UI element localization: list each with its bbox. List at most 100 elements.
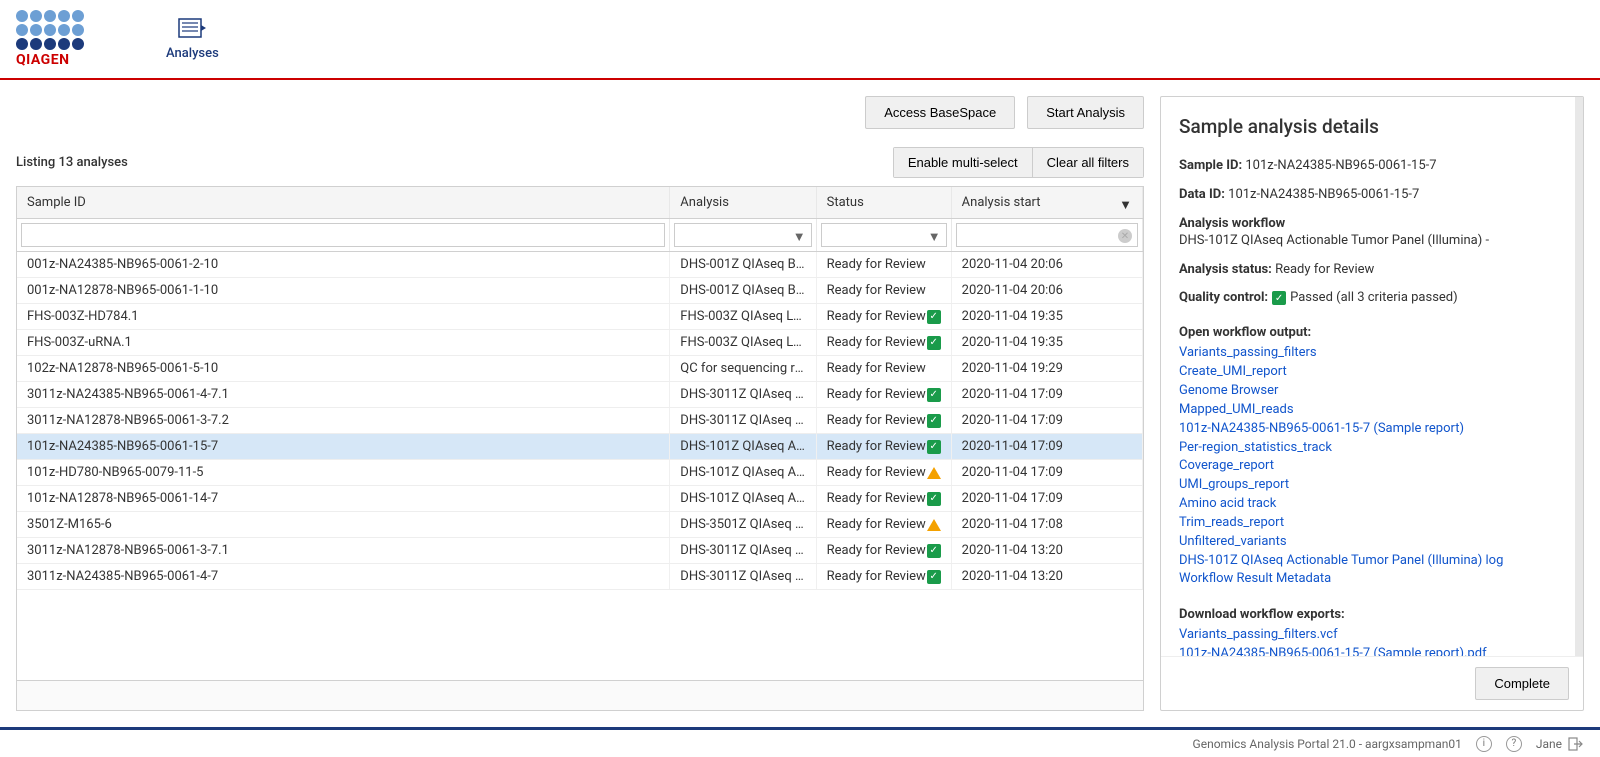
sample-id-value: 101z-NA24385-NB965-0061-15-7 bbox=[1245, 158, 1436, 173]
output-link[interactable]: Workflow Result Metadata bbox=[1179, 570, 1557, 589]
output-link[interactable]: UMI_groups_report bbox=[1179, 476, 1557, 495]
cell-status: Ready for Review✓ bbox=[816, 382, 951, 408]
output-link[interactable]: DHS-101Z QIAseq Actionable Tumor Panel (… bbox=[1179, 552, 1557, 571]
qc-pass-icon: ✓ bbox=[1272, 291, 1286, 305]
output-link[interactable]: Create_UMI_report bbox=[1179, 363, 1557, 382]
table-row[interactable]: 001z-NA12878-NB965-0061-1-10DHS-001Z QIA… bbox=[17, 278, 1143, 304]
col-sample-id[interactable]: Sample ID bbox=[17, 187, 670, 219]
cell-status: Ready for Review✓ bbox=[816, 304, 951, 330]
filter-status[interactable] bbox=[821, 223, 947, 247]
enable-multi-select-button[interactable]: Enable multi-select bbox=[894, 148, 1033, 177]
complete-button[interactable]: Complete bbox=[1475, 667, 1569, 700]
output-link[interactable]: Coverage_report bbox=[1179, 457, 1557, 476]
export-link[interactable]: Variants_passing_filters.vcf bbox=[1179, 626, 1557, 645]
cell-start: 2020-11-04 17:09 bbox=[951, 408, 1142, 434]
output-link[interactable]: Unfiltered_variants bbox=[1179, 533, 1557, 552]
cell-sample-id: 001z-NA24385-NB965-0061-2-10 bbox=[17, 252, 670, 278]
filter-start[interactable] bbox=[956, 223, 1138, 247]
table-row[interactable]: 3501Z-M165-6DHS-3501Z QIAseq Com…Ready f… bbox=[17, 512, 1143, 538]
cell-start: 2020-11-04 19:29 bbox=[951, 356, 1142, 382]
output-link[interactable]: Amino acid track bbox=[1179, 495, 1557, 514]
clear-filter-icon[interactable]: ✕ bbox=[1118, 229, 1132, 243]
table-row[interactable]: FHS-003Z-uRNA.1FHS-003Z QIAseq Lung …Rea… bbox=[17, 330, 1143, 356]
main: Access BaseSpace Start Analysis Listing … bbox=[0, 80, 1600, 727]
output-link[interactable]: Variants_passing_filters bbox=[1179, 344, 1557, 363]
user-name: Jane bbox=[1536, 737, 1562, 751]
cell-start: 2020-11-04 19:35 bbox=[951, 304, 1142, 330]
col-analysis-start[interactable]: Analysis start ▼ bbox=[951, 187, 1142, 219]
cell-status: Ready for Review bbox=[816, 252, 951, 278]
filter-sample-id[interactable] bbox=[21, 223, 665, 247]
cell-status: Ready for Review bbox=[816, 356, 951, 382]
analyses-table: Sample ID Analysis Status Analysis start… bbox=[16, 186, 1144, 711]
cell-analysis: DHS-001Z QIAseq Breas… bbox=[670, 278, 816, 304]
cell-status: Ready for Review bbox=[816, 278, 951, 304]
cell-analysis: DHS-001Z QIAseq Breas… bbox=[670, 252, 816, 278]
cell-analysis: DHS-3011Z QIAseq Inher… bbox=[670, 408, 816, 434]
exports-label: Download workflow exports: bbox=[1179, 607, 1557, 622]
filter-analysis[interactable] bbox=[674, 223, 811, 247]
cell-analysis: DHS-101Z QIAseq Actio… bbox=[670, 460, 816, 486]
qc-pass-icon: ✓ bbox=[927, 414, 941, 428]
table-footer bbox=[17, 680, 1143, 710]
qc-pass-icon: ✓ bbox=[927, 310, 941, 324]
output-link[interactable]: Genome Browser bbox=[1179, 382, 1557, 401]
cell-sample-id: 102z-NA12878-NB965-0061-5-10 bbox=[17, 356, 670, 382]
cell-status: Ready for Review✓ bbox=[816, 486, 951, 512]
export-link[interactable]: 101z-NA24385-NB965-0061-15-7 (Sample rep… bbox=[1179, 645, 1557, 656]
access-basespace-button[interactable]: Access BaseSpace bbox=[865, 96, 1015, 129]
footer-version: Genomics Analysis Portal 21.0 - aargxsam… bbox=[1193, 737, 1462, 751]
qc-pass-icon: ✓ bbox=[927, 336, 941, 350]
cell-sample-id: 3011z-NA24385-NB965-0061-4-7 bbox=[17, 564, 670, 590]
cell-analysis: QC for sequencing reads bbox=[670, 356, 816, 382]
cell-sample-id: 101z-HD780-NB965-0079-11-5 bbox=[17, 460, 670, 486]
cell-start: 2020-11-04 13:20 bbox=[951, 538, 1142, 564]
cell-analysis: DHS-3011Z QIAseq Inher… bbox=[670, 382, 816, 408]
table-row[interactable]: 3011z-NA12878-NB965-0061-3-7.2DHS-3011Z … bbox=[17, 408, 1143, 434]
workflow-label: Analysis workflow bbox=[1179, 216, 1557, 233]
cell-analysis: FHS-003Z QIAseq Lung … bbox=[670, 330, 816, 356]
cell-status: Ready for Review bbox=[816, 460, 951, 486]
cell-sample-id: 101z-NA12878-NB965-0061-14-7 bbox=[17, 486, 670, 512]
cell-status: Ready for Review✓ bbox=[816, 434, 951, 460]
cell-start: 2020-11-04 17:09 bbox=[951, 460, 1142, 486]
output-link[interactable]: Trim_reads_report bbox=[1179, 514, 1557, 533]
output-link[interactable]: Per-region_statistics_track bbox=[1179, 439, 1557, 458]
qc-warn-icon bbox=[927, 519, 941, 531]
workflow-value: DHS-101Z QIAseq Actionable Tumor Panel (… bbox=[1179, 233, 1557, 250]
output-link[interactable]: Mapped_UMI_reads bbox=[1179, 401, 1557, 420]
table-row[interactable]: FHS-003Z-HD784.1FHS-003Z QIAseq Lung …Re… bbox=[17, 304, 1143, 330]
info-icon[interactable]: i bbox=[1476, 736, 1492, 752]
user-menu[interactable]: Jane bbox=[1536, 736, 1584, 752]
cell-start: 2020-11-04 17:08 bbox=[951, 512, 1142, 538]
details-panel: Sample analysis details Sample ID: 101z-… bbox=[1160, 96, 1584, 711]
table-row[interactable]: 001z-NA24385-NB965-0061-2-10DHS-001Z QIA… bbox=[17, 252, 1143, 278]
table-row[interactable]: 3011z-NA12878-NB965-0061-3-7.1DHS-3011Z … bbox=[17, 538, 1143, 564]
table-row[interactable]: 3011z-NA24385-NB965-0061-4-7.1DHS-3011Z … bbox=[17, 382, 1143, 408]
nav-analyses[interactable]: Analyses bbox=[166, 18, 219, 61]
analyses-icon bbox=[178, 18, 206, 38]
cell-sample-id: 101z-NA24385-NB965-0061-15-7 bbox=[17, 434, 670, 460]
table-row[interactable]: 101z-NA24385-NB965-0061-15-7DHS-101Z QIA… bbox=[17, 434, 1143, 460]
footer: Genomics Analysis Portal 21.0 - aargxsam… bbox=[0, 727, 1600, 757]
qc-pass-icon: ✓ bbox=[927, 570, 941, 584]
start-analysis-button[interactable]: Start Analysis bbox=[1027, 96, 1144, 129]
cell-start: 2020-11-04 17:09 bbox=[951, 434, 1142, 460]
col-analysis[interactable]: Analysis bbox=[670, 187, 816, 219]
cell-start: 2020-11-04 13:20 bbox=[951, 564, 1142, 590]
cell-analysis: DHS-101Z QIAseq Actio… bbox=[670, 486, 816, 512]
cell-sample-id: 3011z-NA12878-NB965-0061-3-7.2 bbox=[17, 408, 670, 434]
col-status[interactable]: Status bbox=[816, 187, 951, 219]
help-icon[interactable]: ? bbox=[1506, 736, 1522, 752]
clear-all-filters-button[interactable]: Clear all filters bbox=[1033, 148, 1143, 177]
status-label: Analysis status: bbox=[1179, 262, 1272, 277]
table-row[interactable]: 101z-HD780-NB965-0079-11-5DHS-101Z QIAse… bbox=[17, 460, 1143, 486]
analyses-panel: Access BaseSpace Start Analysis Listing … bbox=[16, 96, 1144, 711]
logout-icon bbox=[1568, 736, 1584, 752]
table-row[interactable]: 101z-NA12878-NB965-0061-14-7DHS-101Z QIA… bbox=[17, 486, 1143, 512]
cell-status: Ready for Review✓ bbox=[816, 330, 951, 356]
table-row[interactable]: 3011z-NA24385-NB965-0061-4-7DHS-3011Z QI… bbox=[17, 564, 1143, 590]
cell-sample-id: 3501Z-M165-6 bbox=[17, 512, 670, 538]
output-link[interactable]: 101z-NA24385-NB965-0061-15-7 (Sample rep… bbox=[1179, 420, 1557, 439]
table-row[interactable]: 102z-NA12878-NB965-0061-5-10QC for seque… bbox=[17, 356, 1143, 382]
